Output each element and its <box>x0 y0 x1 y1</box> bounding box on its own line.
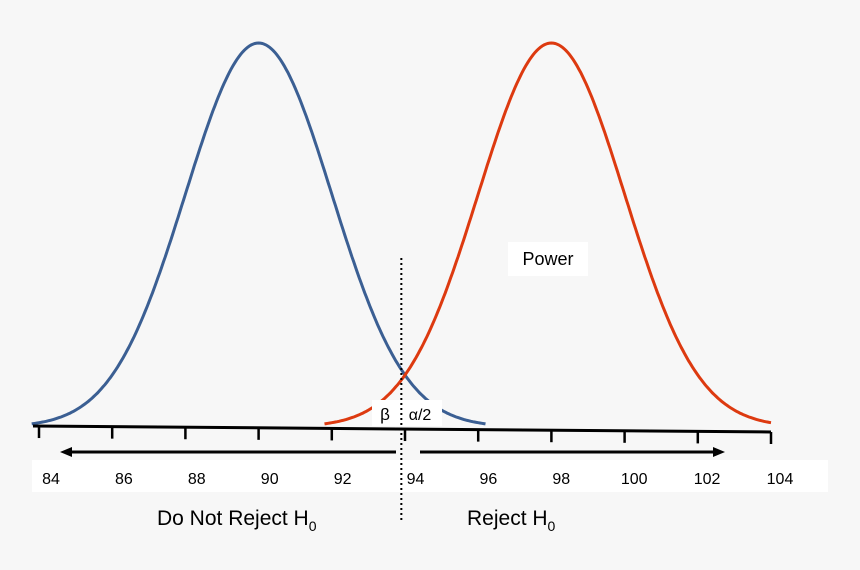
do-not-reject-label: Do Not Reject H0 <box>157 507 317 534</box>
reject-label: Reject H0 <box>467 507 556 534</box>
x-tick-label: 92 <box>334 471 352 488</box>
x-tick-label: 90 <box>261 471 279 488</box>
x-tick-label: 94 <box>407 471 425 488</box>
tick-label-band <box>32 460 828 492</box>
x-tick-label: 104 <box>767 471 794 488</box>
right-arrow-head <box>713 447 725 457</box>
left-arrow-head <box>60 447 72 457</box>
beta-alpha-box <box>372 400 442 426</box>
beta-label: β <box>380 405 390 424</box>
x-tick-label: 100 <box>621 471 648 488</box>
power-label: Power <box>522 249 573 269</box>
alternative-distribution-curve <box>324 41 772 426</box>
x-tick-label: 86 <box>115 471 133 488</box>
power-label-box <box>508 242 588 276</box>
region-arrows <box>60 447 725 457</box>
x-tick-label: 102 <box>694 471 721 488</box>
x-tick-label: 84 <box>42 471 60 488</box>
alpha-label: α/2 <box>409 407 432 424</box>
null-distribution-curve <box>31 41 486 426</box>
x-tick-label: 98 <box>552 471 570 488</box>
x-tick-label: 88 <box>188 471 206 488</box>
x-tick-label: 96 <box>480 471 498 488</box>
